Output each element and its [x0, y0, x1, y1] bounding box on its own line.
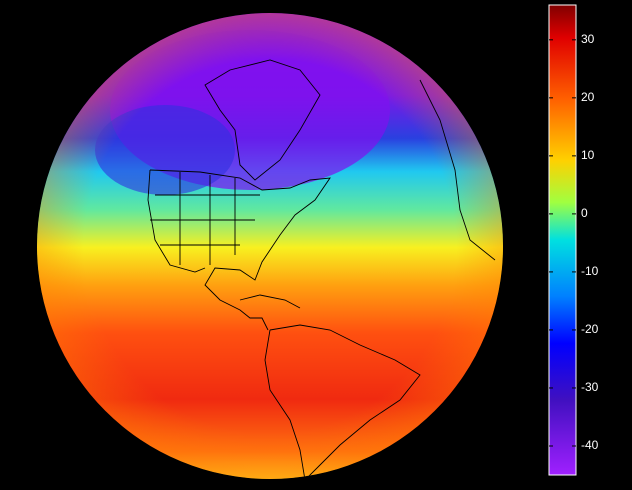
colorbar-ticks: 30 20 10 0 -10 -20 -30 -40: [549, 32, 599, 452]
colorbar-tick-label: 30: [581, 32, 595, 46]
colorbar-tick-label: -40: [581, 438, 599, 452]
globe: [37, 13, 503, 479]
colorbar: [548, 4, 577, 476]
colorbar-tick-label: 0: [581, 206, 588, 220]
colorbar-tick-label: -20: [581, 322, 599, 336]
colorbar-tick-label: 10: [581, 148, 595, 162]
colorbar-tick-label: -30: [581, 380, 599, 394]
colorbar-tick-label: 20: [581, 90, 595, 104]
limb: [37, 13, 503, 479]
coastlines: [147, 59, 496, 479]
colorbar-tick-label: -10: [581, 264, 599, 278]
